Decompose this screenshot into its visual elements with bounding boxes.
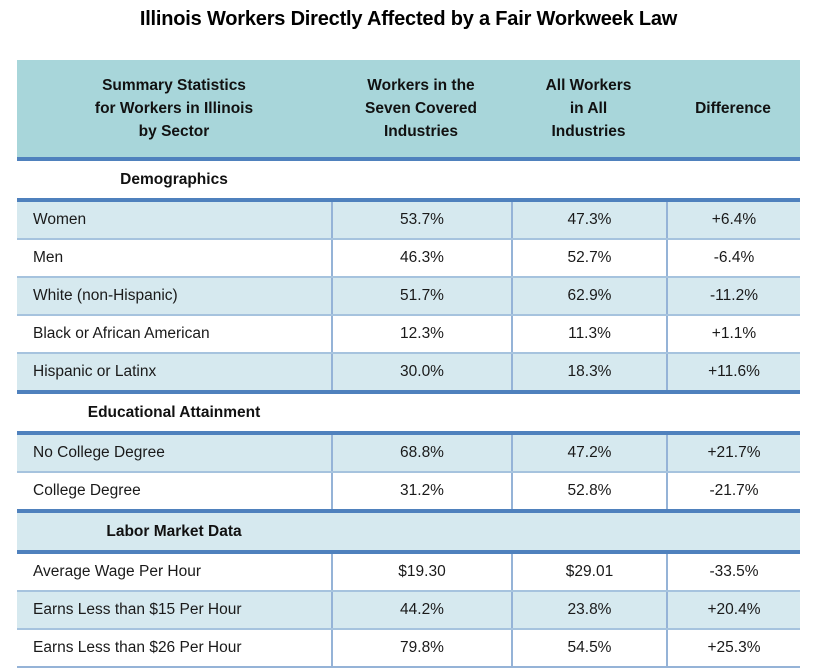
section-heading-labor-market-data: Labor Market Data [17,513,800,550]
all-industries-value: 11.3% [511,316,666,352]
all-industries-value: 18.3% [511,354,666,390]
table-row-earns-less-than-15-per-hour: Earns Less than $15 Per Hour 44.2% 23.8%… [17,590,800,628]
row-label: College Degree [33,482,141,499]
covered-industries-value: 31.2% [331,473,511,509]
difference-value: +1.1% [666,316,800,352]
section-divider [17,198,800,202]
column-header-sector: Summary Statistics for Workers in Illino… [94,76,254,141]
difference-value: +25.3% [666,630,800,666]
difference-value: -33.5% [666,554,800,590]
column-header-difference: Difference [695,99,771,117]
difference-value: -11.2% [666,278,800,314]
table-title: Illinois Workers Directly Affected by a … [139,8,678,30]
row-label: Black or African American [33,325,210,342]
section-divider [17,431,800,435]
difference-value: +11.6% [666,354,800,390]
difference-value: +20.4% [666,592,800,628]
all-industries-value: 47.2% [511,435,666,471]
covered-industries-value: 46.3% [331,240,511,276]
covered-industries-value: 68.8% [331,435,511,471]
section-heading-demographics: Demographics [17,161,800,198]
table-row-average-wage-per-hour: Average Wage Per Hour $19.30 $29.01 -33.… [17,554,800,590]
row-label: White (non-Hispanic) [33,287,178,304]
table-row-women: Women 53.7% 47.3% +6.4% [17,202,800,238]
column-header-covered-industries: Workers in the Seven Covered Industries [365,76,477,141]
table-row-white-non-hispanic: White (non-Hispanic) 51.7% 62.9% -11.2% [17,276,800,314]
covered-industries-value: 44.2% [331,592,511,628]
table-row-no-college-degree: No College Degree 68.8% 47.2% +21.7% [17,435,800,471]
all-industries-value: 54.5% [511,630,666,666]
section-divider [17,390,800,394]
table-header-row: Summary Statistics for Workers in Illino… [17,60,800,157]
all-industries-value: $29.01 [511,554,666,590]
row-label: Earns Less than $26 Per Hour [33,639,242,656]
summary-statistics-table: Summary Statistics for Workers in Illino… [17,60,800,668]
table-row-college-degree: College Degree 31.2% 52.8% -21.7% [17,471,800,509]
difference-value: -6.4% [666,240,800,276]
section-divider [17,509,800,513]
table-row-men: Men 46.3% 52.7% -6.4% [17,238,800,276]
section-divider [17,157,800,161]
row-label: Earns Less than $15 Per Hour [33,601,242,618]
all-industries-value: 52.7% [511,240,666,276]
covered-industries-value: $19.30 [331,554,511,590]
all-industries-value: 23.8% [511,592,666,628]
table-row-black-or-african-american: Black or African American 12.3% 11.3% +1… [17,314,800,352]
row-label: Hispanic or Latinx [33,363,157,380]
difference-value: +21.7% [666,435,800,471]
row-label: No College Degree [33,444,165,461]
covered-industries-value: 12.3% [331,316,511,352]
difference-value: +6.4% [666,202,800,238]
table-row-earns-less-than-26-per-hour: Earns Less than $26 Per Hour 79.8% 54.5%… [17,628,800,666]
table-row-hispanic-or-latinx: Hispanic or Latinx 30.0% 18.3% +11.6% [17,352,800,390]
row-label: Men [33,249,64,266]
row-label: Average Wage Per Hour [33,563,202,580]
covered-industries-value: 51.7% [331,278,511,314]
section-heading-educational-attainment: Educational Attainment [17,394,800,431]
section-divider [17,550,800,554]
covered-industries-value: 79.8% [331,630,511,666]
all-industries-value: 52.8% [511,473,666,509]
column-header-all-industries: All Workers in All Industries [545,76,632,141]
row-label: Women [33,211,87,228]
all-industries-value: 62.9% [511,278,666,314]
table-bottom-border [17,666,800,668]
covered-industries-value: 53.7% [331,202,511,238]
difference-value: -21.7% [666,473,800,509]
all-industries-value: 47.3% [511,202,666,238]
covered-industries-value: 30.0% [331,354,511,390]
